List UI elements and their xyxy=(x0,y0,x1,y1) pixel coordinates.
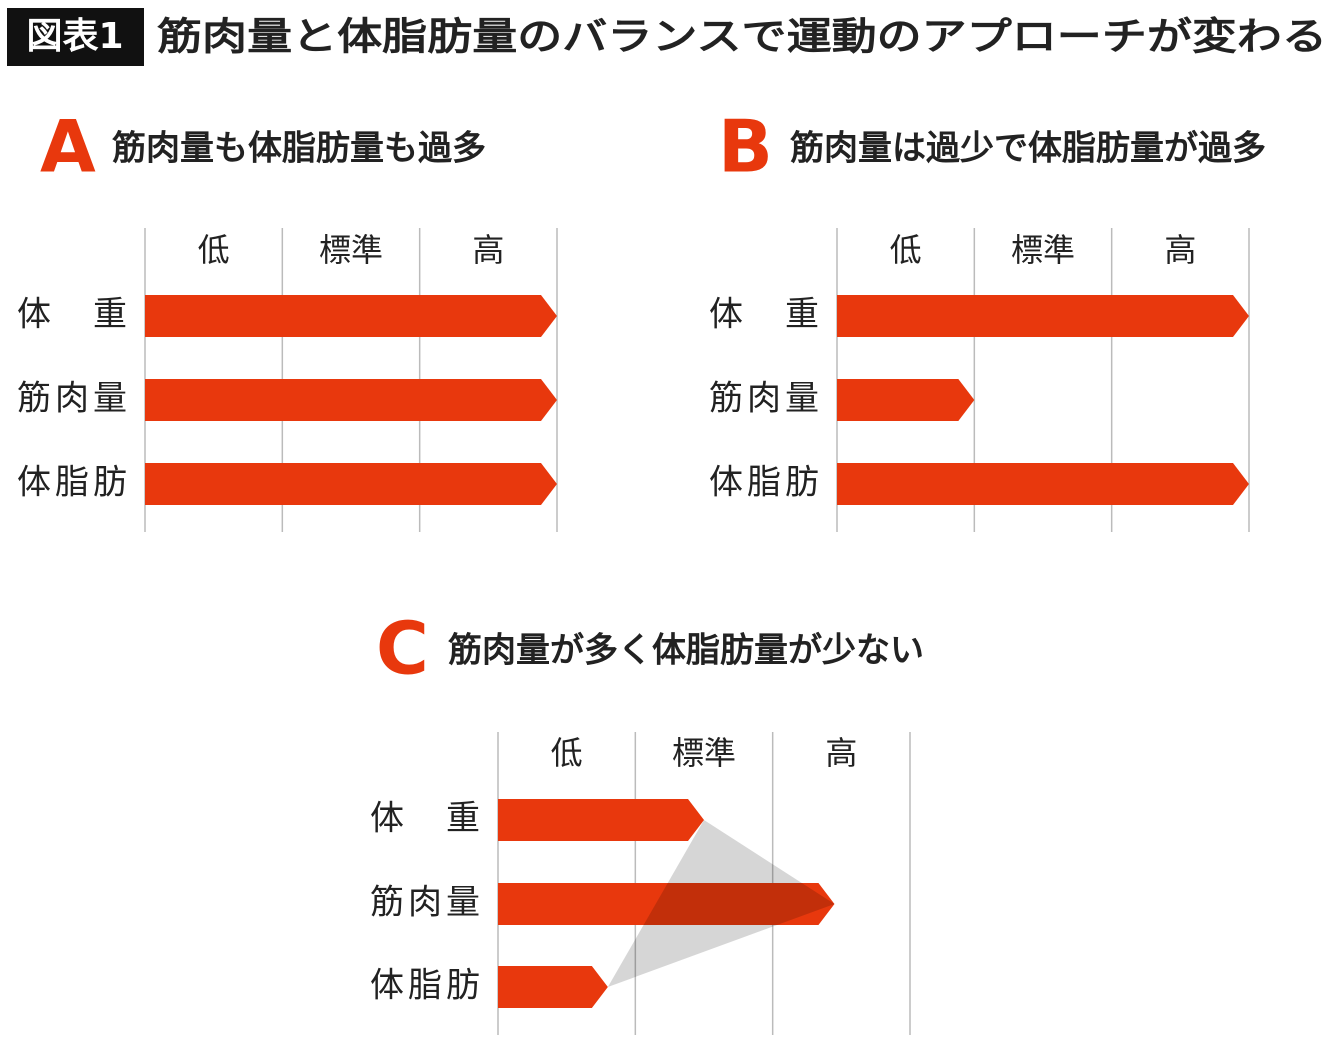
bar xyxy=(145,295,557,337)
x-tick-label: 標準 xyxy=(319,231,383,269)
x-tick-label: 低 xyxy=(551,734,583,772)
bar xyxy=(837,379,975,421)
bar xyxy=(145,379,557,421)
header-box xyxy=(7,8,144,66)
bar xyxy=(837,295,1249,337)
chart-letter: B xyxy=(718,105,773,189)
category-label: 体脂肪 xyxy=(709,463,819,503)
chart-title: 筋肉量は過少で体脂肪量が過多 xyxy=(790,129,1266,169)
bar xyxy=(498,966,608,1008)
category-label: 体 重 xyxy=(709,295,819,335)
category-label: 体 重 xyxy=(370,799,480,839)
bar xyxy=(145,463,557,505)
chart-title: 筋肉量も体脂肪量も過多 xyxy=(112,129,486,169)
category-label: 体 重 xyxy=(17,295,127,335)
x-tick-label: 高 xyxy=(1164,231,1196,269)
highlight-triangle xyxy=(607,820,835,987)
bar xyxy=(498,883,835,925)
x-tick-label: 低 xyxy=(198,231,230,269)
chart-letter: C xyxy=(376,607,429,691)
category-label: 筋肉量 xyxy=(370,883,480,923)
x-tick-label: 標準 xyxy=(1011,231,1075,269)
bar xyxy=(837,463,1249,505)
bar xyxy=(498,799,704,841)
x-tick-label: 低 xyxy=(890,231,922,269)
header-label: 図表1 xyxy=(26,16,123,57)
header-title: 筋肉量と体脂肪量のバランスで運動のアプローチが変わる xyxy=(157,15,1327,59)
x-tick-label: 高 xyxy=(825,734,857,772)
chart-title: 筋肉量が多く体脂肪量が少ない xyxy=(448,631,924,671)
category-label: 筋肉量 xyxy=(709,379,819,419)
category-label: 体脂肪 xyxy=(17,463,127,503)
x-tick-label: 標準 xyxy=(672,734,736,772)
x-tick-label: 高 xyxy=(472,231,504,269)
chart-letter: A xyxy=(40,105,96,189)
category-label: 筋肉量 xyxy=(17,379,127,419)
category-label: 体脂肪 xyxy=(370,966,480,1006)
